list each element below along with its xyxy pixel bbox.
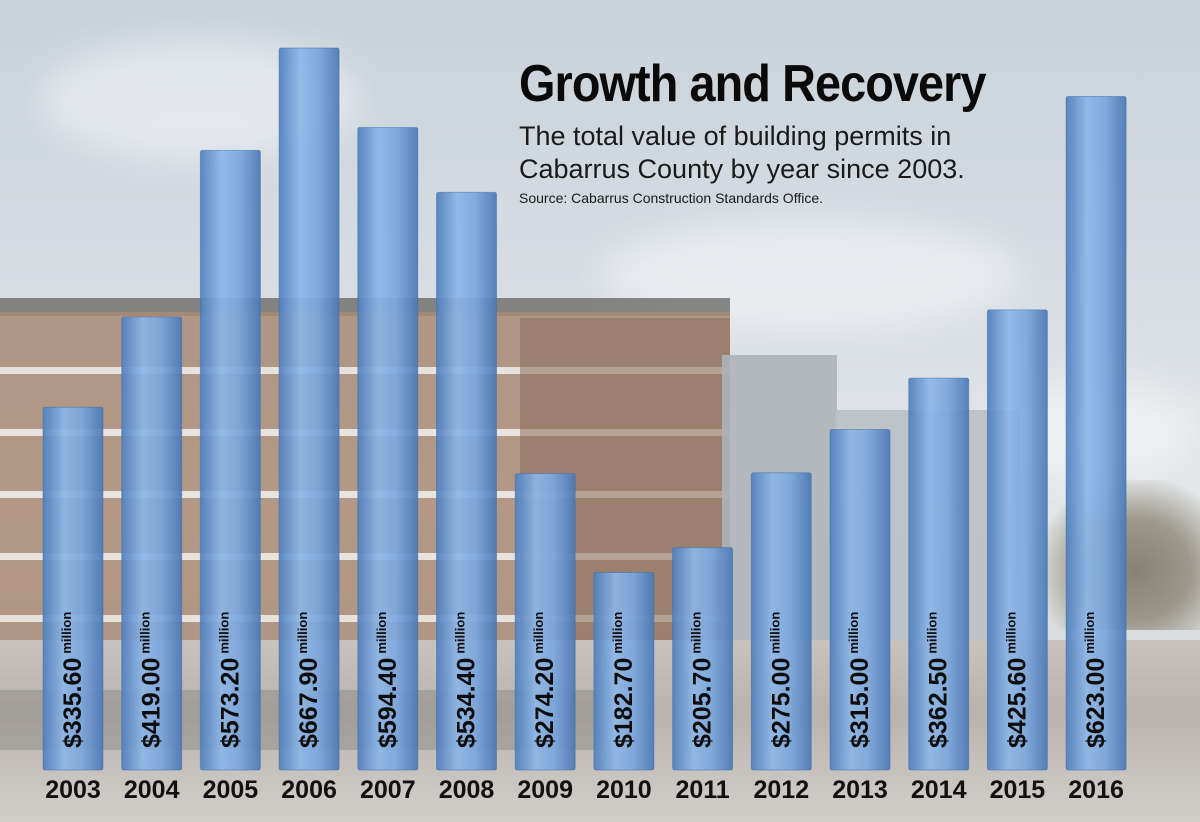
x-tick-label: 2003 xyxy=(45,776,101,804)
bar-value-label: $362.50million xyxy=(925,612,953,748)
bar-value-label: $274.20million xyxy=(531,612,559,748)
bar-value-label: $594.40million xyxy=(374,612,402,748)
bar-2012 xyxy=(750,472,812,771)
x-tick-label: 2004 xyxy=(124,776,180,804)
bar-2010 xyxy=(593,572,655,771)
bar-2009 xyxy=(514,473,576,771)
bar-value-label: $534.40million xyxy=(453,612,481,748)
bar-value-label: $623.00million xyxy=(1082,612,1110,748)
bar-2005 xyxy=(199,149,261,771)
bar-2011 xyxy=(672,547,734,771)
bar-2008 xyxy=(436,191,497,771)
x-tick-label: 2008 xyxy=(439,776,495,804)
chart-title: Growth and Recovery xyxy=(519,55,987,113)
bar-value-label: $425.60million xyxy=(1003,612,1031,748)
x-tick-label: 2012 xyxy=(753,776,809,804)
x-tick-label: 2006 xyxy=(281,776,337,804)
x-tick-label: 2009 xyxy=(517,776,573,804)
bar-2016 xyxy=(1065,96,1127,771)
x-tick-label: 2016 xyxy=(1068,776,1124,804)
bar-value-label: $667.90million xyxy=(295,612,323,748)
bar-2013 xyxy=(829,428,891,771)
chart-subtitle: The total value of building permits in C… xyxy=(519,121,965,184)
bar-value-label: $315.00million xyxy=(846,612,874,748)
x-tick-label: 2015 xyxy=(990,776,1046,804)
bar-2014 xyxy=(908,377,970,771)
bar-2015 xyxy=(986,309,1048,771)
bar-value-label: $573.20million xyxy=(216,612,244,748)
bar-value-label: $335.60million xyxy=(59,612,87,748)
x-tick-label: 2013 xyxy=(832,776,888,804)
x-tick-label: 2005 xyxy=(203,776,259,804)
bar-2007 xyxy=(357,126,419,771)
x-tick-label: 2014 xyxy=(911,776,967,804)
bar-2006 xyxy=(278,47,340,771)
bar-value-label: $275.00million xyxy=(767,612,795,748)
x-tick-label: 2011 xyxy=(675,776,729,804)
x-tick-label: 2007 xyxy=(360,776,416,804)
bar-value-label: $419.00million xyxy=(138,612,166,748)
x-tick-label: 2010 xyxy=(596,776,652,804)
bar-value-label: $182.70million xyxy=(610,612,638,748)
chart-source: Source: Cabarrus Construction Standards … xyxy=(519,189,824,206)
bar-value-label: $205.70million xyxy=(689,612,717,748)
bar-2004 xyxy=(121,316,183,771)
bar-2003 xyxy=(42,406,104,771)
title-block: Growth and Recovery The total value of b… xyxy=(519,58,1039,206)
